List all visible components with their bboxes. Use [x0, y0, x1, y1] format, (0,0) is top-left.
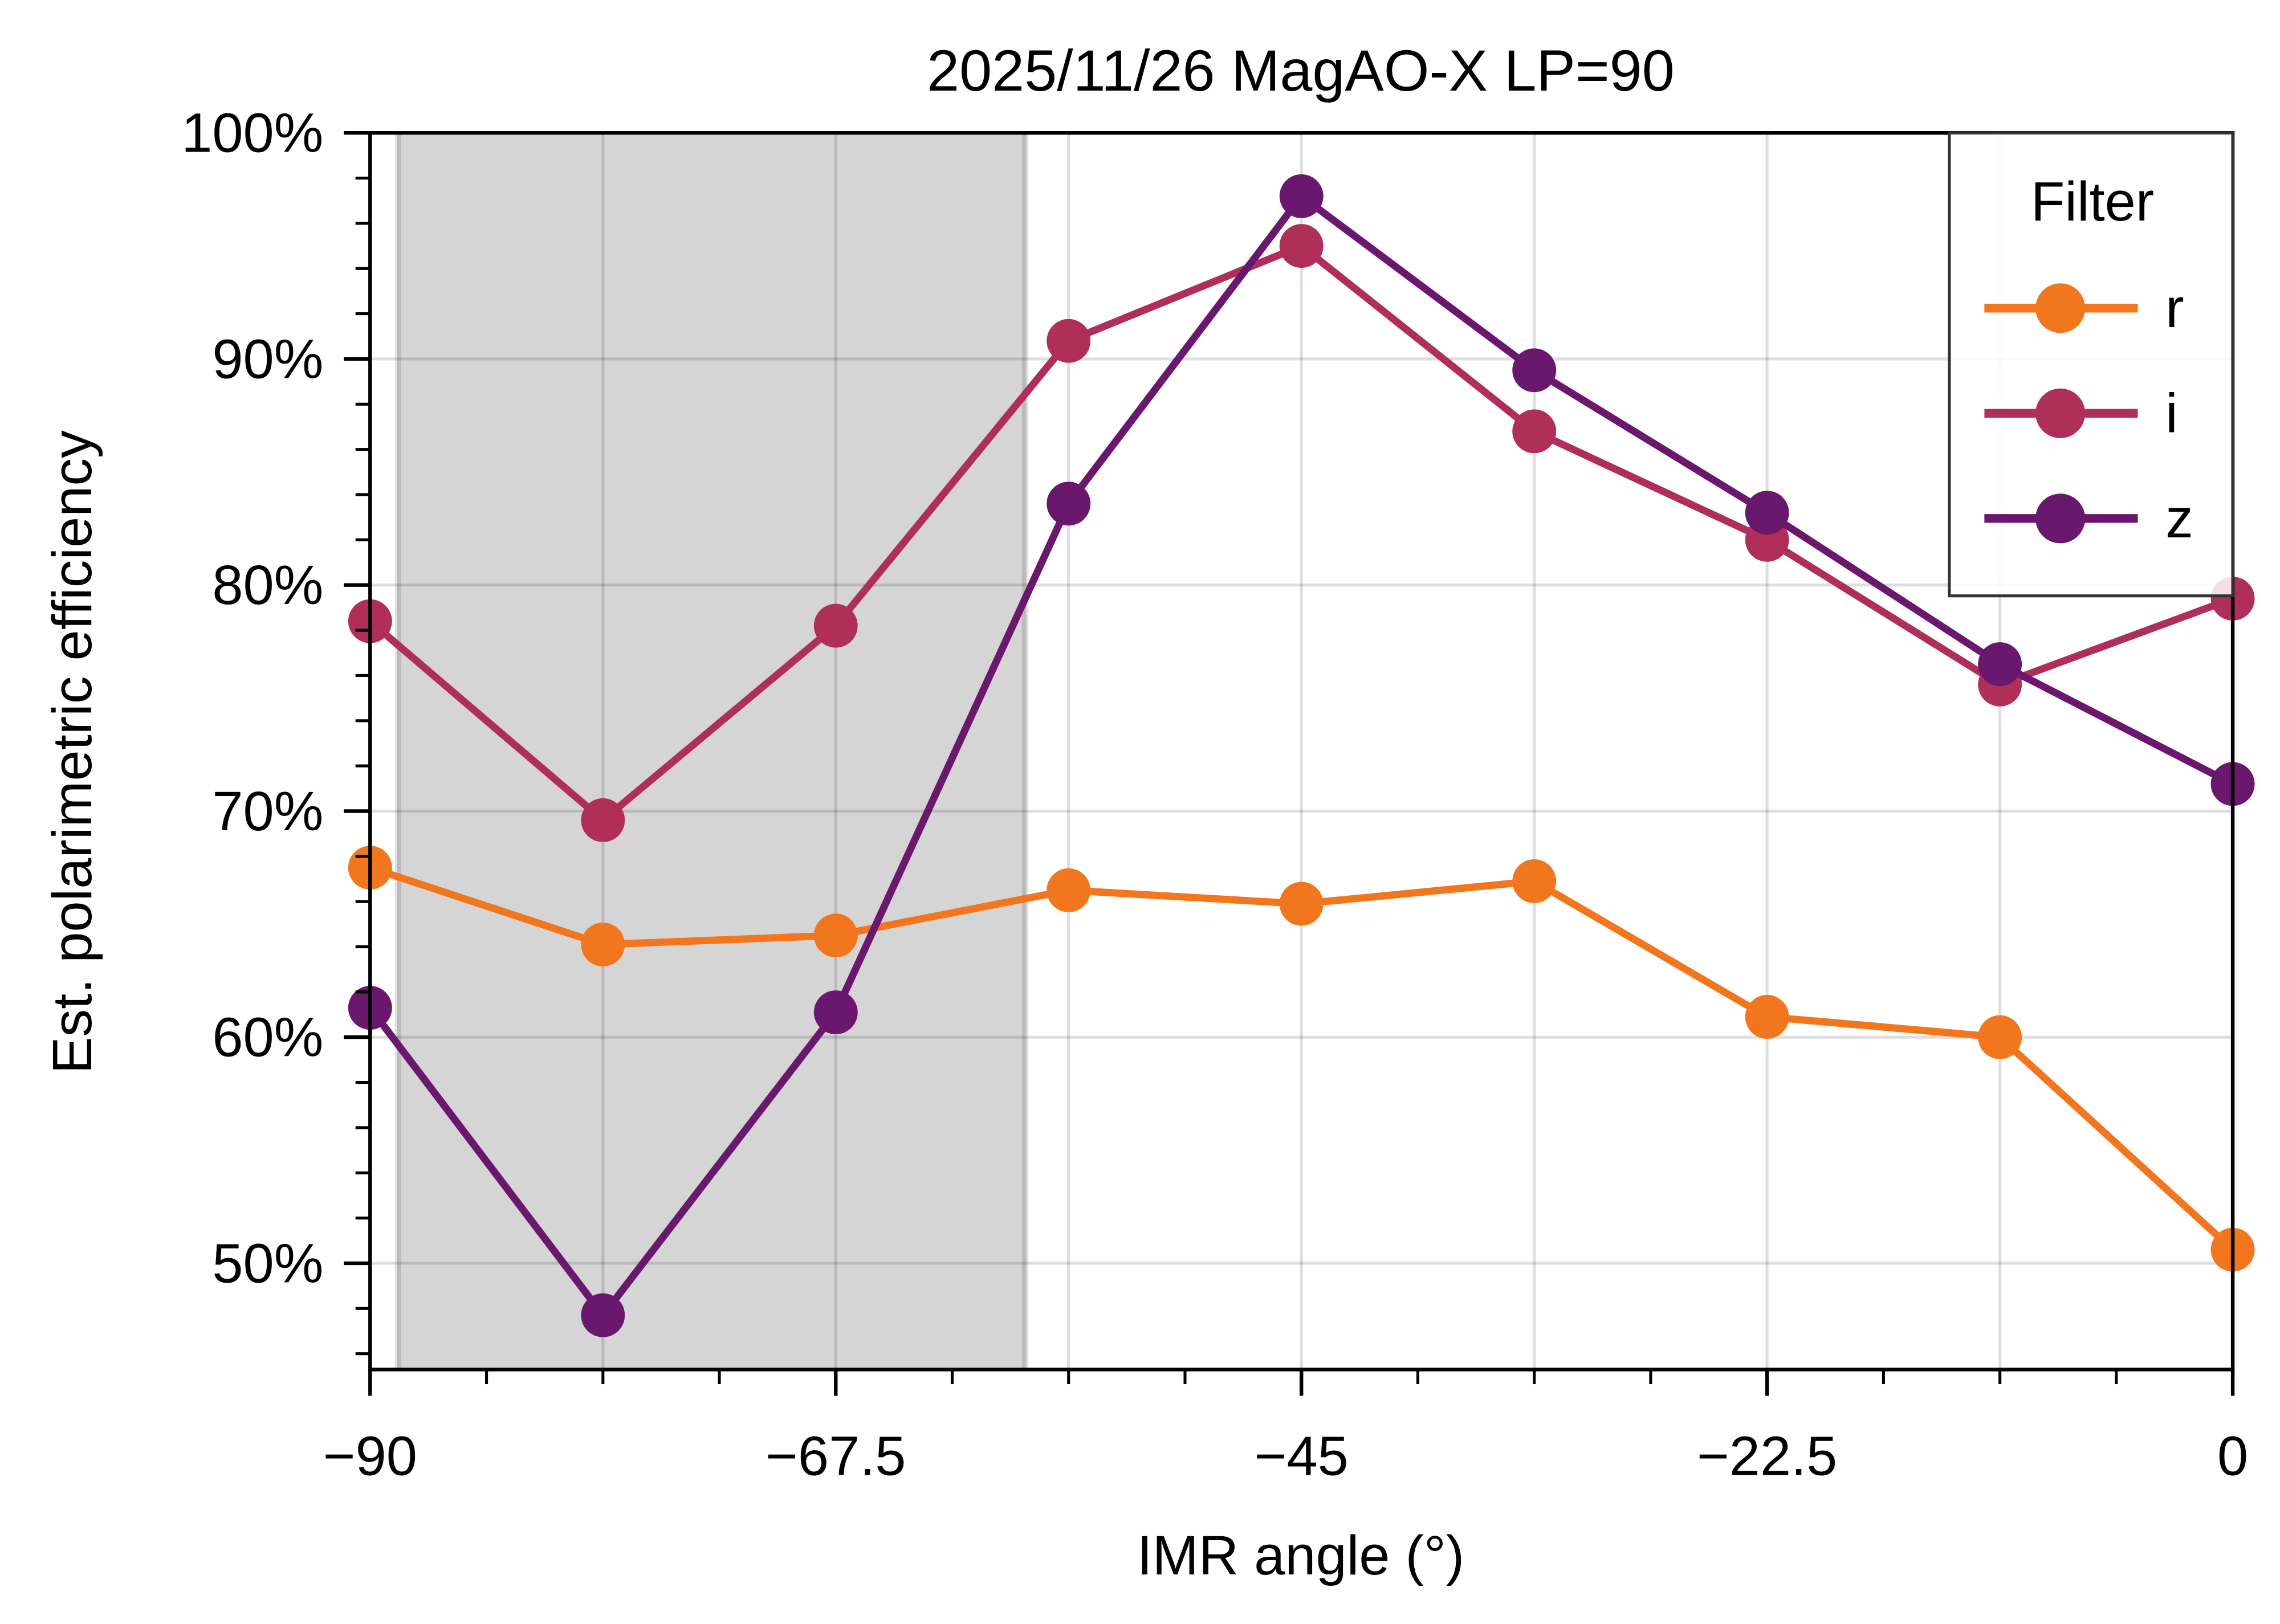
legend: Filter riz	[1948, 131, 2234, 598]
data-point-r	[1512, 859, 1557, 903]
data-point-i	[813, 603, 858, 648]
data-point-r	[581, 923, 625, 966]
shaded-region	[399, 133, 1024, 1370]
data-point-z	[1745, 491, 1789, 535]
data-point-r	[1745, 995, 1789, 1039]
x-tick-label: −90	[323, 1425, 417, 1487]
y-tick-label: 100%	[181, 102, 323, 164]
data-point-z	[581, 1293, 625, 1337]
data-point-r	[1978, 1015, 2022, 1059]
legend-marker-r	[2035, 283, 2086, 333]
data-point-z	[1047, 482, 1091, 526]
x-axis-label: IMR angle (°)	[1137, 1524, 1465, 1586]
series-z	[348, 174, 2255, 1337]
x-tick-label: −67.5	[766, 1425, 906, 1487]
x-tick-label: 0	[2217, 1425, 2248, 1487]
data-point-i	[1279, 224, 1324, 268]
y-tick-label: 50%	[212, 1232, 323, 1294]
y-axis-label: Est. polarimetric efficiency	[41, 430, 103, 1074]
legend-label-z: z	[2165, 487, 2193, 549]
data-point-z	[1512, 348, 1557, 393]
chart-title: 2025/11/26 MagAO-X LP=90	[927, 38, 1675, 103]
y-tick-label: 80%	[212, 554, 323, 616]
data-point-r	[813, 913, 858, 958]
y-tick-label: 70%	[212, 780, 323, 842]
legend-title: Filter	[2031, 170, 2154, 232]
data-point-z	[1978, 642, 2022, 687]
legend-label-r: r	[2165, 277, 2184, 339]
data-point-i	[581, 798, 625, 842]
legend-marker-i	[2035, 388, 2086, 438]
y-tick-label: 90%	[212, 328, 323, 390]
data-point-r	[1279, 882, 1324, 926]
series-r	[348, 846, 2255, 1272]
data-point-i	[1512, 409, 1557, 454]
x-tick-label: −45	[1255, 1425, 1349, 1487]
x-tick-label: −22.5	[1697, 1425, 1837, 1487]
data-point-r	[1047, 868, 1091, 912]
legend-label-i: i	[2165, 382, 2178, 444]
data-point-z	[813, 990, 858, 1035]
legend-marker-z	[2035, 493, 2086, 544]
plot-area: −90 −67.5 −45 −22.5 0 50% 60% 70% 80% 90% 100%	[181, 102, 2255, 1487]
data-point-i	[1047, 319, 1091, 363]
data-point-z	[1279, 174, 1324, 218]
y-tick-label: 60%	[212, 1006, 323, 1068]
